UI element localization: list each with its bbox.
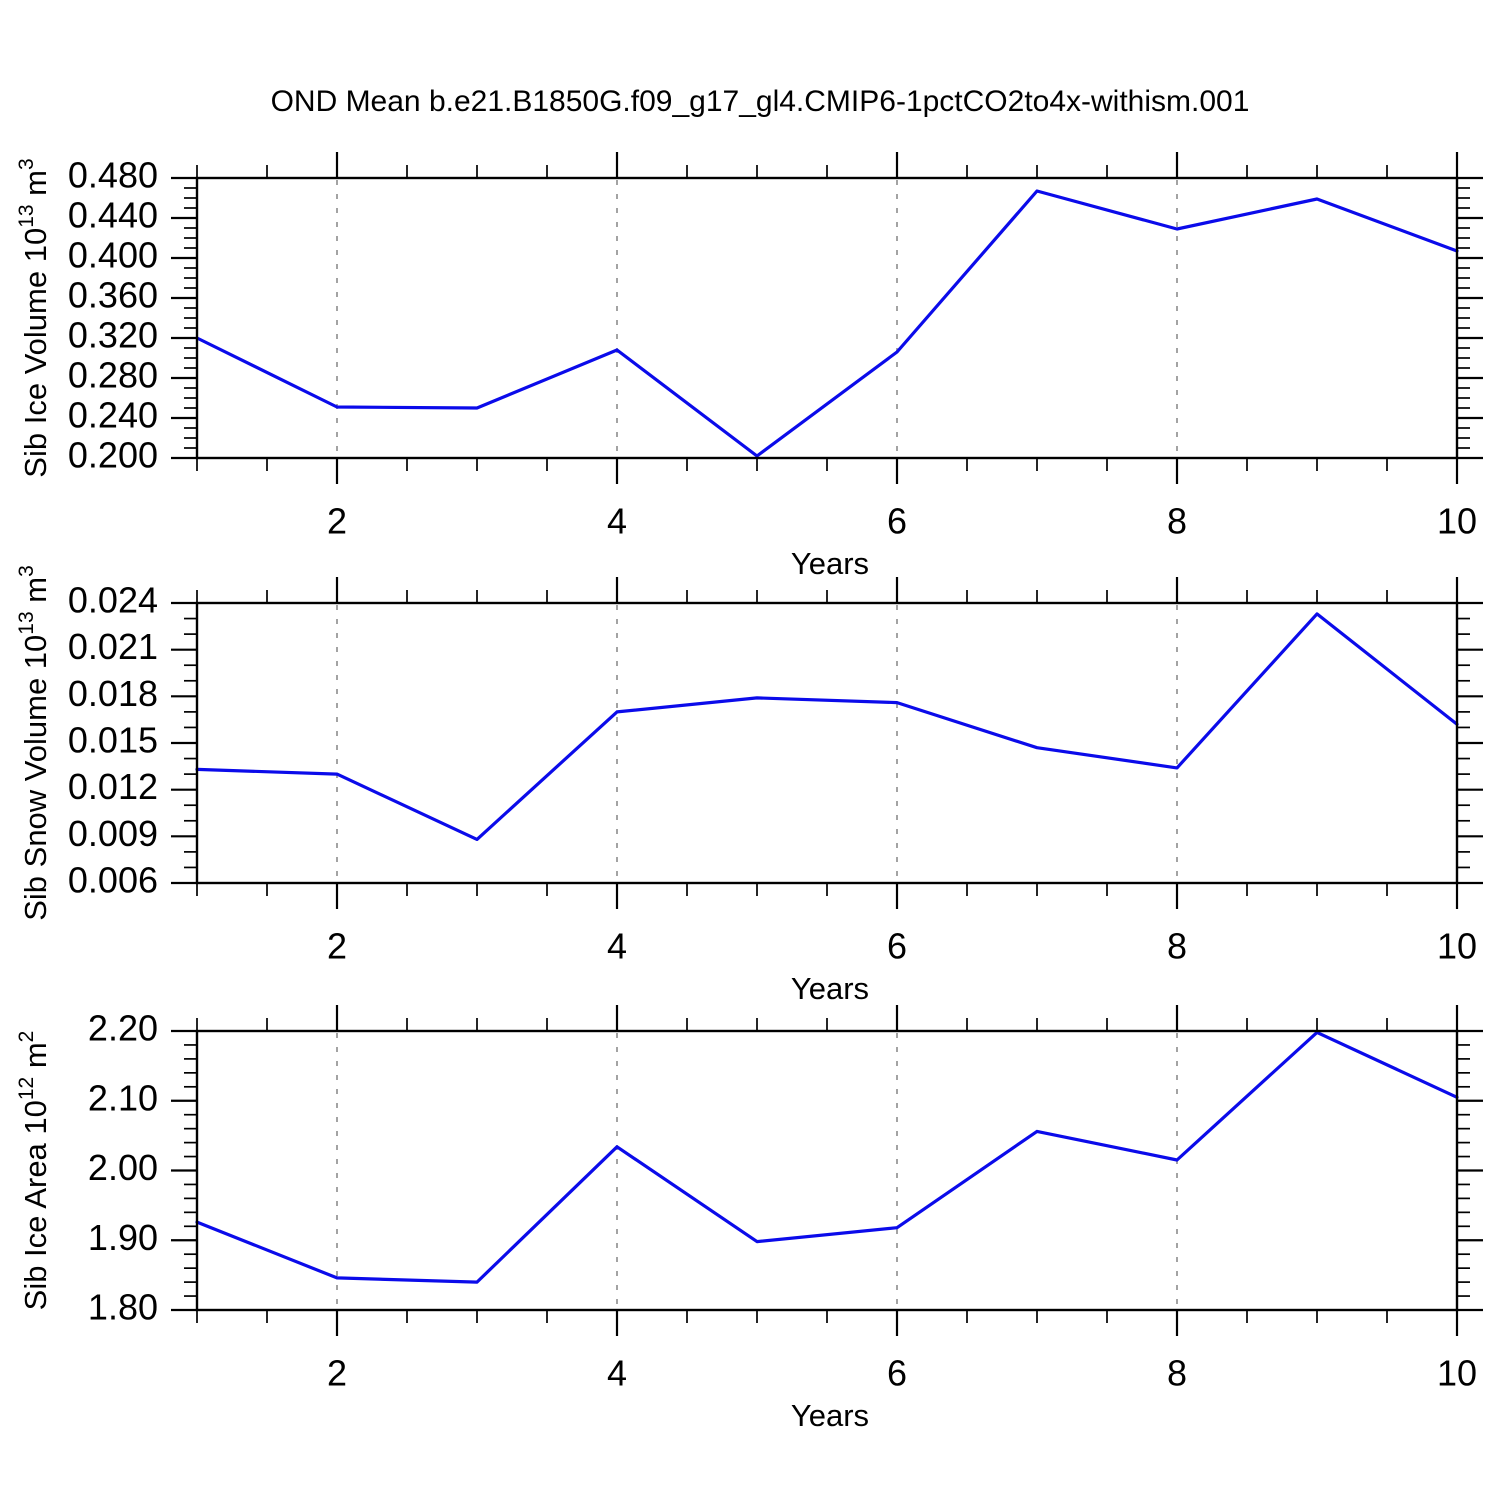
y-tick-label: 2.00 (88, 1147, 158, 1188)
data-line-series (195, 1030, 1459, 1284)
x-tick-label: 6 (887, 1353, 907, 1394)
y-tick-label: 0.012 (68, 766, 158, 807)
plot-frame (195, 176, 1459, 460)
y-tick-label: 0.440 (68, 195, 158, 236)
data-line-series (195, 612, 1459, 842)
y-axis-title: Sib Ice Volume 1013 m3 (15, 158, 53, 477)
y-tick-label: 0.200 (68, 435, 158, 476)
x-tick-label: 8 (1167, 501, 1187, 542)
y-tick-label: 1.90 (88, 1217, 158, 1258)
y-tick-label: 0.360 (68, 275, 158, 316)
y-tick-label: 0.400 (68, 235, 158, 276)
x-tick-label: 2 (327, 1353, 347, 1394)
y-tick-label: 0.320 (68, 315, 158, 356)
x-tick-label: 4 (607, 501, 627, 542)
x-tick-label: 6 (887, 501, 907, 542)
y-tick-label: 0.021 (68, 626, 158, 667)
x-tick-label: 4 (607, 1353, 627, 1394)
x-axis-title: Years (791, 971, 869, 1006)
plot-frame (195, 601, 1459, 885)
y-axis-title: Sib Snow Volume 1013 m3 (15, 565, 53, 921)
x-tick-label: 8 (1167, 926, 1187, 967)
figure-title: OND Mean b.e21.B1850G.f09_g17_gl4.CMIP6-… (270, 85, 1250, 118)
x-tick-label: 2 (327, 501, 347, 542)
data-line-series (195, 189, 1459, 458)
x-tick-label: 4 (607, 926, 627, 967)
y-tick-label: 2.20 (88, 1008, 158, 1049)
x-axis-title: Years (791, 1398, 869, 1433)
y-tick-label: 0.009 (68, 813, 158, 854)
y-tick-label: 2.10 (88, 1077, 158, 1118)
y-tick-label: 1.80 (88, 1287, 158, 1328)
y-tick-label: 0.006 (68, 860, 158, 901)
plot-frame (195, 1029, 1459, 1312)
y-tick-label: 0.024 (68, 580, 158, 621)
x-tick-label: 6 (887, 926, 907, 967)
x-tick-label: 10 (1437, 501, 1477, 542)
x-tick-label: 2 (327, 926, 347, 967)
x-tick-label: 10 (1437, 926, 1477, 967)
y-axis-title: Sib Ice Area 1012 m2 (15, 1031, 53, 1311)
y-tick-label: 0.018 (68, 673, 158, 714)
x-tick-label: 8 (1167, 1353, 1187, 1394)
x-tick-label: 10 (1437, 1353, 1477, 1394)
y-tick-label: 0.015 (68, 720, 158, 761)
y-tick-label: 0.480 (68, 155, 158, 196)
y-tick-label: 0.240 (68, 395, 158, 436)
y-tick-label: 0.280 (68, 355, 158, 396)
x-axis-title: Years (791, 546, 869, 581)
